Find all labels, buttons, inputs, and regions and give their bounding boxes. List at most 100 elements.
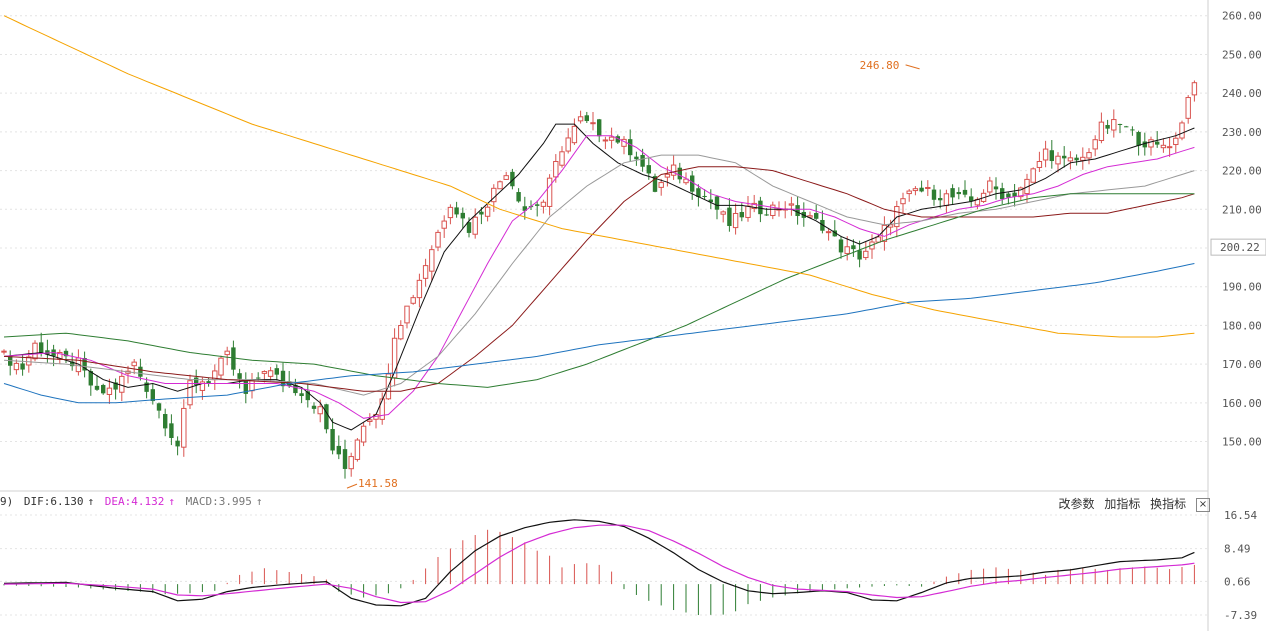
candle-up — [404, 305, 410, 324]
modify-params-button[interactable]: 改参数 — [1058, 497, 1095, 511]
candle-down — [714, 196, 720, 210]
candle-up — [844, 246, 850, 254]
candle-up — [32, 342, 38, 360]
candle-down — [727, 207, 732, 226]
candle-up — [906, 190, 912, 195]
candle-down — [82, 358, 87, 371]
macd-tick-label: -7.39 — [1224, 609, 1257, 622]
candle-down — [993, 186, 999, 190]
candle-up — [379, 398, 385, 420]
candle-up — [540, 201, 547, 207]
candle-up — [925, 186, 931, 189]
candle-down — [1136, 132, 1141, 146]
candle-down — [1062, 155, 1067, 159]
candle-up — [261, 371, 268, 374]
candle-down — [814, 213, 819, 219]
candle-down — [702, 195, 707, 197]
switch-indicator-button[interactable]: 换指标 — [1150, 497, 1187, 511]
candle-up — [1092, 139, 1098, 150]
candle-down — [1074, 157, 1079, 161]
candle-down — [516, 192, 521, 202]
candle-up — [435, 231, 441, 248]
candle-down — [851, 245, 856, 250]
candle-down — [690, 175, 695, 192]
annotation-low: 141.58 — [358, 477, 398, 490]
candle-down — [962, 189, 968, 195]
candle-down — [144, 382, 149, 392]
macd-arrow-icon: ↑ — [255, 495, 263, 508]
price-grid — [0, 15, 1208, 443]
candle-down — [324, 404, 329, 430]
current-price-label: 200.22 — [1220, 241, 1260, 254]
candle-up — [875, 236, 881, 243]
price-tick-label: 250.00 — [1222, 48, 1262, 61]
price-tick-label: 180.00 — [1222, 319, 1262, 332]
candle-down — [584, 115, 589, 122]
candle-up — [1067, 157, 1074, 162]
candle-up — [131, 361, 137, 367]
ma-line — [3, 154, 1195, 396]
price-tick-label: 170.00 — [1222, 358, 1262, 371]
candle-down — [70, 361, 75, 367]
candle-down — [194, 377, 199, 385]
price-tick-label: 210.00 — [1222, 203, 1262, 216]
annotation-arrow-icon — [905, 64, 920, 70]
ma-line — [3, 135, 1195, 419]
candle-down — [950, 188, 955, 198]
candle-up — [354, 439, 361, 460]
dif-label: DIF:6.130 — [23, 495, 84, 508]
close-icon[interactable]: × — [1196, 497, 1210, 512]
candle-up — [1098, 121, 1105, 141]
candle-up — [367, 419, 373, 422]
macd-panel[interactable] — [3, 519, 1195, 616]
candle-down — [101, 384, 106, 394]
candle-down — [1124, 126, 1129, 128]
candle-down — [39, 342, 44, 353]
candle-up — [472, 216, 478, 235]
candle-up — [1111, 119, 1117, 131]
candle-down — [243, 379, 248, 394]
ma-line — [3, 15, 1195, 338]
candle-down — [938, 198, 943, 201]
macd-indicator-bar: 9) DIF:6.130 ↑ DEA:4.132 ↑ MACD:3.995 ↑ — [0, 495, 266, 511]
candle-up — [553, 161, 559, 178]
candle-up — [1185, 97, 1191, 119]
candle-up — [1173, 137, 1179, 146]
candle-down — [299, 393, 304, 397]
candle-up — [199, 381, 206, 391]
current-price-box — [1210, 238, 1266, 256]
macd-tick-label: 16.54 — [1224, 509, 1257, 522]
macd-axis: 16.54 8.49 0.66 -7.39 — [1224, 509, 1257, 622]
candle-up — [1160, 144, 1167, 149]
candle-down — [764, 214, 769, 216]
candle-up — [1, 350, 7, 353]
price-tick-label: 220.00 — [1222, 165, 1262, 178]
candle-up — [745, 205, 751, 218]
candle-down — [45, 350, 50, 355]
candle-down — [1049, 150, 1054, 162]
candle-up — [670, 164, 677, 176]
candle-up — [1018, 187, 1024, 198]
candle-down — [206, 381, 211, 384]
candle-down — [1006, 193, 1011, 198]
candle-up — [398, 324, 404, 340]
candle-down — [1000, 188, 1005, 200]
candle-down — [237, 373, 242, 379]
price-panel[interactable]: 246.80 141.58 — [1, 15, 1198, 490]
add-indicator-button[interactable]: 加指标 — [1104, 497, 1141, 511]
candle-up — [187, 380, 193, 406]
candle-up — [1191, 82, 1198, 96]
candle-up — [416, 279, 423, 299]
candle-up — [683, 178, 689, 184]
candle-down — [20, 363, 25, 370]
ma-line — [3, 166, 1195, 392]
candle-up — [900, 198, 906, 205]
dif-line — [3, 519, 1195, 607]
candle-down — [63, 350, 69, 357]
candle-up — [503, 175, 509, 180]
macd-label: MACD:3.995 — [185, 495, 252, 508]
candle-up — [987, 180, 993, 193]
candle-up — [751, 202, 757, 209]
price-tick-label: 240.00 — [1222, 87, 1262, 100]
candle-down — [628, 139, 633, 156]
